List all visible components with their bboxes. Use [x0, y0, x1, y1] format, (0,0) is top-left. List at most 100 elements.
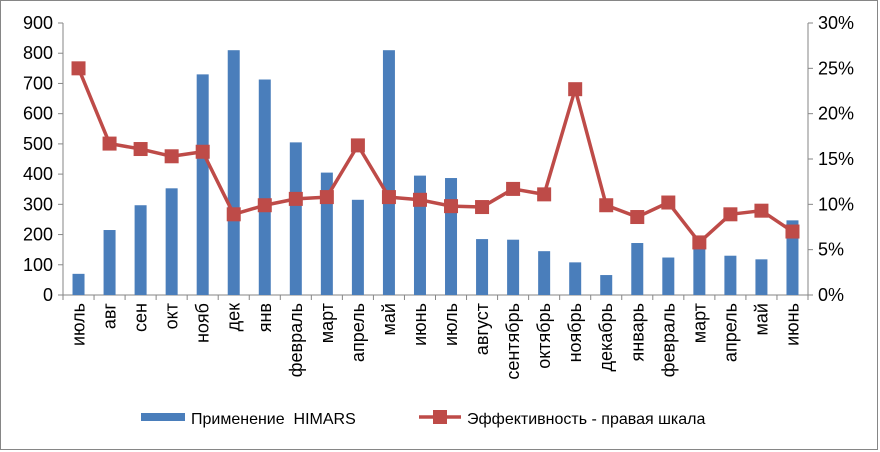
- left-tick-label: 700: [23, 73, 53, 93]
- bar: [786, 220, 799, 295]
- right-axis-ticks: 0% 5% 10% 15% 20% 25% 30%: [808, 13, 854, 305]
- right-tick-label: 10%: [818, 194, 854, 214]
- x-tick-label: май: [751, 303, 771, 335]
- line-marker: [475, 200, 490, 215]
- legend-label-line: Эффективность - правая шкала: [467, 411, 706, 428]
- x-tick-label: август: [472, 303, 492, 355]
- x-tick-label: нояб: [193, 303, 213, 343]
- bar: [445, 178, 458, 295]
- line-marker: [164, 149, 179, 164]
- right-tick-label: 0%: [818, 285, 844, 305]
- line-marker: [102, 136, 117, 151]
- line-marker: [288, 191, 303, 206]
- x-tick-label: апрель: [348, 303, 368, 362]
- right-tick-label: 20%: [818, 104, 854, 124]
- left-tick-label: 100: [23, 255, 53, 275]
- x-tick-label: январь: [627, 303, 647, 361]
- left-tick-label: 200: [23, 225, 53, 245]
- line-marker: [568, 82, 583, 97]
- legend-marker-swatch: [433, 410, 447, 424]
- line-marker: [444, 199, 459, 214]
- bar: [258, 79, 271, 295]
- x-tick-label: июнь: [782, 303, 802, 346]
- bar: [196, 74, 209, 295]
- legend: Применение HIMARS Эффективность - правая…: [141, 410, 706, 428]
- line-marker: [754, 203, 769, 218]
- x-tick-label: июль: [441, 303, 461, 346]
- bar: [351, 199, 364, 295]
- line-marker: [381, 190, 396, 205]
- left-tick-label: 800: [23, 43, 53, 63]
- right-tick-label: 15%: [818, 149, 854, 169]
- left-axis-ticks: 0 100 200 300 400 500 600 700 800 900: [23, 13, 63, 305]
- legend-swatch-bars: [141, 413, 185, 421]
- x-tick-label: март: [317, 303, 337, 343]
- x-axis-ticks: июль авг сен окт нояб дек янв февраль март апрель…: [62, 295, 809, 380]
- x-tick-label: дек: [224, 303, 244, 332]
- x-tick-label: октябрь: [534, 303, 554, 369]
- line-marker: [661, 195, 676, 210]
- x-tick-label: авг: [100, 303, 120, 330]
- x-tick-label: сен: [131, 303, 151, 332]
- line-marker: [537, 187, 552, 202]
- x-tick-label: май: [379, 303, 399, 335]
- x-tick-label: окт: [162, 303, 182, 329]
- bar: [569, 262, 582, 295]
- line-marker: [133, 142, 148, 157]
- bar: [631, 243, 644, 295]
- line-marker: [71, 61, 86, 76]
- bar: [507, 239, 520, 295]
- bar: [724, 255, 737, 295]
- line-marker: [319, 190, 334, 205]
- left-tick-label: 900: [23, 13, 53, 33]
- x-tick-label: сентябрь: [503, 303, 523, 380]
- legend-label-bars: Применение HIMARS: [191, 411, 356, 428]
- x-tick-label: декабрь: [596, 303, 616, 372]
- x-tick-label: июнь: [410, 303, 430, 346]
- x-tick-label: янв: [255, 303, 275, 332]
- left-tick-label: 600: [23, 104, 53, 124]
- bar: [755, 259, 768, 295]
- line-marker: [785, 224, 800, 239]
- right-tick-label: 5%: [818, 240, 844, 260]
- line-marker: [257, 198, 272, 213]
- bar: [103, 230, 116, 295]
- bar: [165, 188, 178, 295]
- line-marker: [412, 192, 427, 207]
- bar: [476, 239, 489, 295]
- left-tick-label: 300: [23, 194, 53, 214]
- x-tick-label: июль: [69, 303, 89, 346]
- right-tick-label: 30%: [818, 13, 854, 33]
- bar: [72, 273, 85, 295]
- line-marker: [226, 207, 241, 222]
- line-marker: [506, 181, 521, 196]
- right-tick-label: 25%: [818, 58, 854, 78]
- line-series: [71, 61, 800, 250]
- bar: [134, 205, 147, 295]
- line-marker: [630, 210, 645, 225]
- x-tick-label: апрель: [720, 303, 740, 362]
- line-marker: [723, 207, 738, 222]
- line-marker: [350, 138, 365, 153]
- line-marker: [599, 198, 614, 213]
- bar: [227, 50, 240, 296]
- x-tick-label: ноябрь: [565, 303, 585, 362]
- bar: [382, 50, 395, 296]
- left-tick-label: 400: [23, 164, 53, 184]
- bar: [693, 243, 706, 295]
- x-tick-label: февраль: [286, 303, 306, 377]
- line-marker: [692, 235, 707, 250]
- bar: [289, 142, 302, 295]
- bar-series: [72, 50, 799, 296]
- bar: [538, 251, 551, 295]
- x-tick-label: февраль: [658, 303, 678, 377]
- left-tick-label: 0: [43, 285, 53, 305]
- line-marker: [195, 144, 210, 159]
- bar: [662, 257, 675, 295]
- left-tick-label: 500: [23, 134, 53, 154]
- efficiency-line: [76, 67, 794, 245]
- x-tick-label: март: [689, 303, 709, 343]
- bar: [600, 275, 613, 295]
